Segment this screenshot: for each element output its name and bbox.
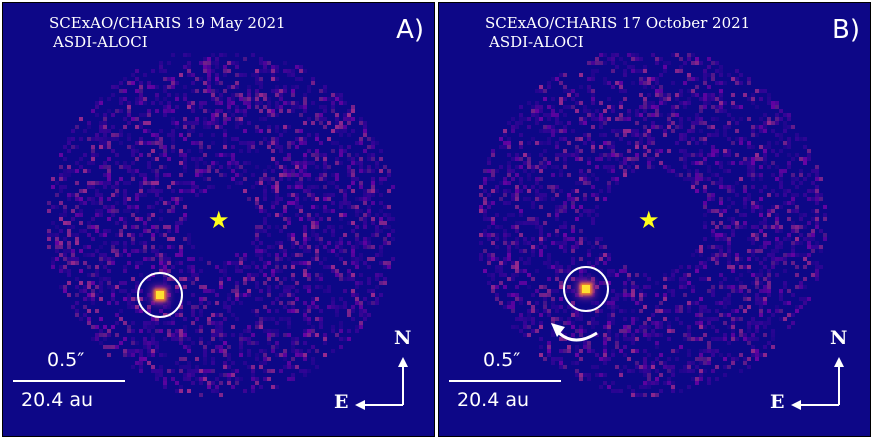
- compass-rose: N E: [328, 321, 418, 421]
- compass-rose: N E: [764, 321, 854, 421]
- companion-circle: [563, 266, 609, 312]
- host-star-marker-icon: ★: [638, 206, 660, 234]
- scale-bar: [13, 380, 125, 382]
- panel-title-instrument-date: SCExAO/CHARIS 17 October 2021: [485, 14, 751, 32]
- host-star-marker-icon: ★: [208, 206, 230, 234]
- compass-arrows-icon: [355, 357, 408, 410]
- compass-north-label: N: [830, 327, 848, 349]
- image-panel-b: SCExAO/CHARIS 17 October 2021 ASDI-ALOCI…: [438, 2, 871, 437]
- scale-bar-distance-label: 20.4 au: [21, 389, 94, 411]
- image-panel-a: SCExAO/CHARIS 19 May 2021 ASDI-ALOCI A) …: [2, 2, 435, 437]
- scale-bar-distance-label: 20.4 au: [457, 389, 530, 411]
- companion-circle: [137, 272, 183, 318]
- panel-title-method: ASDI-ALOCI: [53, 33, 148, 51]
- scale-bar-angle-label: 0.5″: [483, 349, 521, 371]
- compass-arrows-icon: [791, 357, 844, 410]
- panel-label: B): [832, 15, 860, 45]
- compass-east-label: E: [770, 391, 785, 413]
- companion-point-source: [582, 285, 590, 293]
- compass-east-label: E: [334, 391, 349, 413]
- speckle-field: [47, 53, 395, 397]
- scale-bar-angle-label: 0.5″: [47, 349, 85, 371]
- scale-bar: [449, 380, 561, 382]
- panel-title-instrument-date: SCExAO/CHARIS 19 May 2021: [49, 14, 286, 32]
- companion-point-source: [156, 291, 164, 299]
- panel-title-method: ASDI-ALOCI: [489, 33, 584, 51]
- compass-north-label: N: [394, 327, 412, 349]
- panel-label: A): [396, 15, 424, 45]
- orbital-motion-arrow-icon: [551, 323, 598, 342]
